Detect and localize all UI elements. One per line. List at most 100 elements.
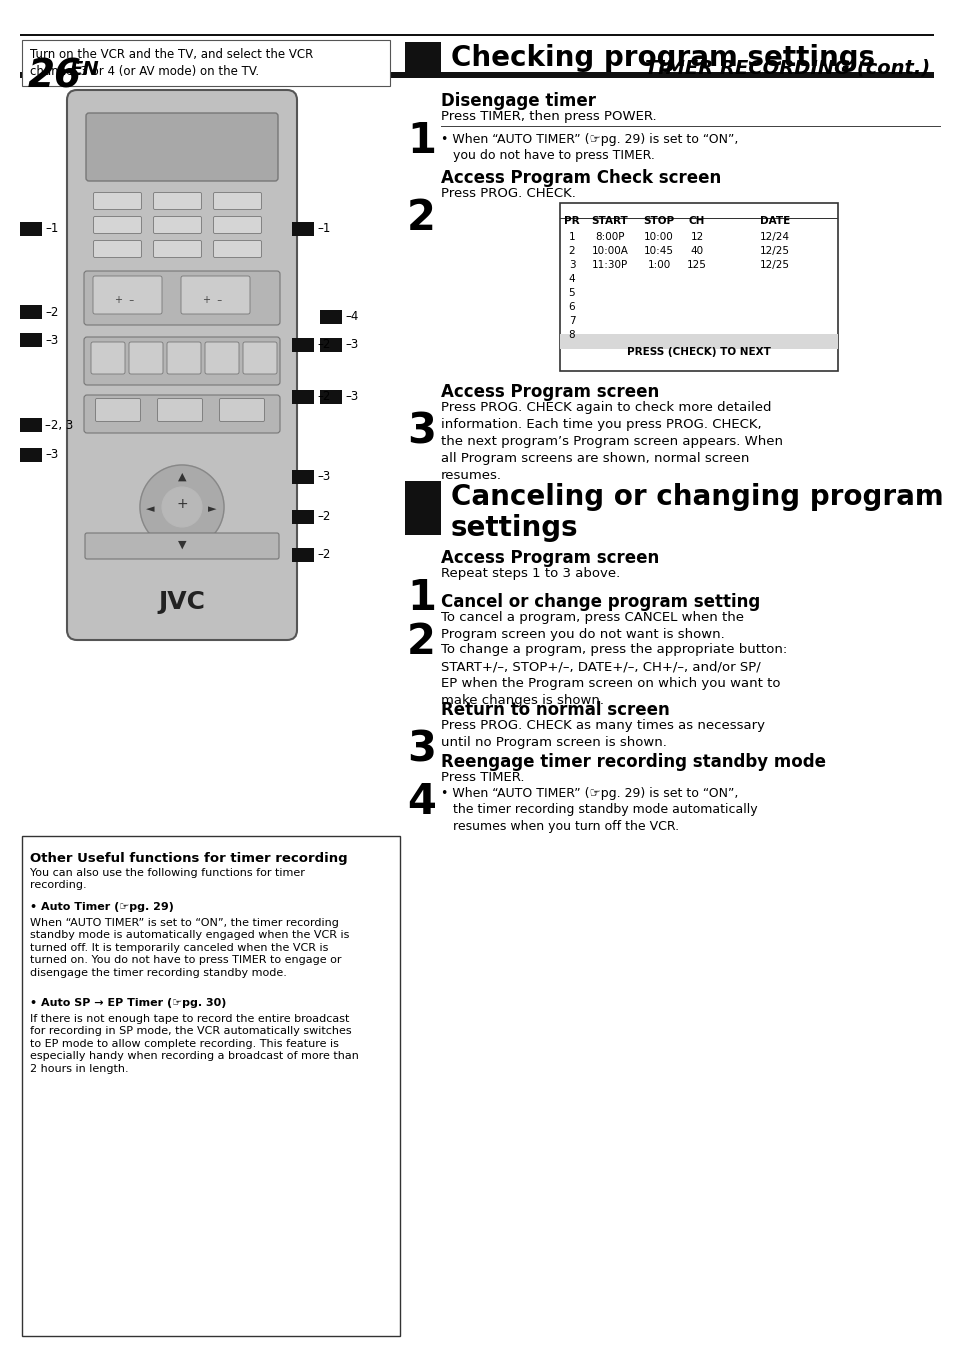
Text: 8: 8 bbox=[568, 331, 575, 340]
Text: –2: –2 bbox=[316, 390, 330, 403]
Text: You can also use the following functions for timer
recording.: You can also use the following functions… bbox=[30, 867, 305, 890]
Text: 3: 3 bbox=[407, 728, 436, 772]
Text: –3: –3 bbox=[45, 448, 58, 461]
Text: 3: 3 bbox=[407, 411, 436, 453]
Text: • When “AUTO TIMER” (☞pg. 29) is set to “ON”,: • When “AUTO TIMER” (☞pg. 29) is set to … bbox=[440, 134, 738, 146]
Bar bbox=[292, 390, 314, 403]
Text: Press TIMER.: Press TIMER. bbox=[440, 772, 524, 784]
Text: 125: 125 bbox=[686, 260, 706, 270]
FancyBboxPatch shape bbox=[93, 216, 141, 233]
Text: Checking program settings: Checking program settings bbox=[451, 45, 874, 71]
Text: 2: 2 bbox=[568, 246, 575, 256]
Text: +: + bbox=[176, 496, 188, 511]
Text: 10:00: 10:00 bbox=[643, 232, 673, 241]
FancyBboxPatch shape bbox=[84, 271, 280, 325]
Text: –4: –4 bbox=[345, 310, 358, 324]
Text: 1:00: 1:00 bbox=[647, 260, 670, 270]
Text: Press PROG. CHECK again to check more detailed
information. Each time you press : Press PROG. CHECK again to check more de… bbox=[440, 401, 782, 482]
Text: EN: EN bbox=[70, 59, 100, 80]
FancyBboxPatch shape bbox=[93, 193, 141, 209]
Text: 12/25: 12/25 bbox=[760, 246, 789, 256]
Bar bbox=[20, 333, 42, 347]
Text: CH: CH bbox=[688, 216, 704, 227]
Circle shape bbox=[162, 487, 202, 527]
Bar bbox=[292, 469, 314, 484]
FancyBboxPatch shape bbox=[92, 277, 162, 314]
Text: Cancel or change program setting: Cancel or change program setting bbox=[440, 594, 760, 611]
Text: When “AUTO TIMER” is set to “ON”, the timer recording
standby mode is automatica: When “AUTO TIMER” is set to “ON”, the ti… bbox=[30, 919, 349, 978]
Text: ▼: ▼ bbox=[177, 540, 186, 550]
Text: ►: ► bbox=[208, 505, 216, 514]
Text: • When “AUTO TIMER” (☞pg. 29) is set to “ON”,: • When “AUTO TIMER” (☞pg. 29) is set to … bbox=[440, 786, 738, 800]
FancyBboxPatch shape bbox=[84, 337, 280, 384]
Text: Press PROG. CHECK as many times as necessary
until no Program screen is shown.: Press PROG. CHECK as many times as neces… bbox=[440, 719, 764, 749]
FancyBboxPatch shape bbox=[153, 216, 201, 233]
Bar bbox=[20, 305, 42, 318]
Text: 8:00P: 8:00P bbox=[595, 232, 624, 241]
Text: –2: –2 bbox=[316, 549, 330, 561]
Circle shape bbox=[140, 465, 224, 549]
FancyBboxPatch shape bbox=[95, 398, 140, 421]
Text: 4: 4 bbox=[407, 781, 436, 823]
Text: 12/25: 12/25 bbox=[760, 260, 789, 270]
Bar bbox=[292, 339, 314, 352]
Text: TIMER RECORDING (cont.): TIMER RECORDING (cont.) bbox=[644, 58, 929, 77]
Bar bbox=[292, 548, 314, 563]
FancyBboxPatch shape bbox=[22, 40, 390, 86]
Text: If there is not enough tape to record the entire broadcast
for recording in SP m: If there is not enough tape to record th… bbox=[30, 1014, 358, 1074]
Text: 3: 3 bbox=[568, 260, 575, 270]
Text: 2: 2 bbox=[407, 197, 436, 239]
Text: 5: 5 bbox=[568, 287, 575, 298]
Text: –3: –3 bbox=[45, 333, 58, 347]
Text: Other Useful functions for timer recording: Other Useful functions for timer recordi… bbox=[30, 853, 347, 865]
FancyBboxPatch shape bbox=[22, 836, 399, 1336]
FancyBboxPatch shape bbox=[84, 395, 280, 433]
Bar bbox=[292, 223, 314, 236]
Text: Access Program Check screen: Access Program Check screen bbox=[440, 169, 720, 188]
Text: 11:30P: 11:30P bbox=[591, 260, 627, 270]
FancyBboxPatch shape bbox=[205, 343, 239, 374]
FancyBboxPatch shape bbox=[91, 343, 125, 374]
FancyBboxPatch shape bbox=[157, 398, 202, 421]
Text: 1: 1 bbox=[407, 577, 436, 619]
FancyBboxPatch shape bbox=[559, 202, 837, 371]
Text: • Auto SP → EP Timer (☞pg. 30): • Auto SP → EP Timer (☞pg. 30) bbox=[30, 998, 226, 1008]
Text: To cancel a program, press CANCEL when the
Program screen you do not want is sho: To cancel a program, press CANCEL when t… bbox=[440, 611, 743, 641]
Text: Reengage timer recording standby mode: Reengage timer recording standby mode bbox=[440, 753, 825, 772]
Bar bbox=[20, 448, 42, 461]
Text: –3: –3 bbox=[345, 390, 358, 403]
Bar bbox=[319, 339, 341, 352]
Text: the timer recording standby mode automatically
resumes when you turn off the VCR: the timer recording standby mode automat… bbox=[453, 803, 757, 832]
Bar bbox=[405, 482, 440, 536]
Text: +  –: + – bbox=[203, 295, 222, 305]
Text: –3: –3 bbox=[316, 471, 330, 483]
Text: To change a program, press the appropriate button:
START+/–, STOP+/–, DATE+/–, C: To change a program, press the appropria… bbox=[440, 643, 786, 707]
Text: Turn on the VCR and the TV, and select the VCR
channel 3 or 4 (or AV mode) on th: Turn on the VCR and the TV, and select t… bbox=[30, 49, 313, 78]
Text: you do not have to press TIMER.: you do not have to press TIMER. bbox=[453, 148, 654, 162]
Text: –1: –1 bbox=[316, 223, 330, 236]
Text: ◄: ◄ bbox=[146, 505, 154, 514]
Text: –3: –3 bbox=[345, 339, 358, 352]
FancyBboxPatch shape bbox=[213, 193, 261, 209]
Text: 26: 26 bbox=[28, 58, 82, 96]
Text: Return to normal screen: Return to normal screen bbox=[440, 701, 669, 719]
Text: –1: –1 bbox=[45, 223, 58, 236]
Text: START: START bbox=[591, 216, 628, 227]
Text: Canceling or changing program
settings: Canceling or changing program settings bbox=[451, 483, 943, 542]
Text: Repeat steps 1 to 3 above.: Repeat steps 1 to 3 above. bbox=[440, 567, 619, 580]
Bar bbox=[559, 335, 837, 349]
Text: ▲: ▲ bbox=[177, 472, 186, 482]
Bar bbox=[20, 418, 42, 432]
Text: JVC: JVC bbox=[158, 590, 205, 614]
Text: Access Program screen: Access Program screen bbox=[440, 383, 659, 401]
Text: 12/24: 12/24 bbox=[760, 232, 789, 241]
Text: +  –: + – bbox=[115, 295, 134, 305]
Bar bbox=[20, 71, 933, 78]
Text: DATE: DATE bbox=[760, 216, 789, 227]
Text: –2: –2 bbox=[316, 510, 330, 523]
Text: –2: –2 bbox=[316, 339, 330, 352]
FancyBboxPatch shape bbox=[153, 193, 201, 209]
Bar bbox=[292, 510, 314, 523]
Text: 7: 7 bbox=[568, 316, 575, 326]
Bar bbox=[319, 390, 341, 403]
